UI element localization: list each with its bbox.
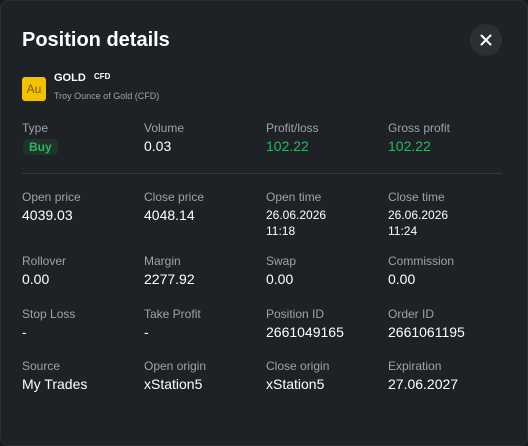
field-value: 0.03	[144, 138, 172, 154]
field-value: 11:18	[266, 224, 296, 238]
field-value: My Trades	[22, 376, 88, 392]
field-label: Commission	[388, 254, 455, 268]
close-button[interactable]	[470, 24, 502, 56]
field-label: Close price	[144, 190, 205, 204]
instrument-badge: CFD	[94, 72, 111, 81]
field-value: xStation5	[266, 376, 325, 392]
field-label: Gross profit	[388, 121, 451, 135]
divider	[22, 173, 502, 174]
field-label: Stop Loss	[22, 307, 76, 321]
field-value: 4048.14	[144, 207, 195, 223]
instrument-symbol: GOLD	[54, 72, 86, 84]
field-label: Close origin	[266, 359, 330, 373]
field-value: 2661049165	[266, 324, 344, 340]
field-label: Close time	[388, 190, 445, 204]
field-value: -	[22, 324, 27, 340]
field-value: 0.00	[22, 271, 50, 287]
field-value: 0.00	[266, 271, 294, 287]
title: Position details	[22, 29, 170, 51]
field-value: 26.06.2026	[388, 208, 449, 222]
field-label: Type	[22, 121, 49, 135]
field-label: Order ID	[388, 307, 435, 321]
field-label: Volume	[144, 121, 185, 135]
field-label: Take Profit	[144, 307, 201, 321]
field-value: 11:24	[388, 224, 418, 238]
field-label: Open origin	[144, 359, 207, 373]
field-label: Source	[22, 359, 61, 373]
instrument-description: Troy Ounce of Gold (CFD)	[54, 91, 160, 101]
field-value: xStation5	[144, 376, 203, 392]
field-label: Profit/loss	[266, 121, 319, 135]
field-value: 102.22	[388, 138, 431, 154]
field-value: 2661061195	[388, 324, 465, 340]
field-label: Swap	[266, 254, 297, 268]
field-value: 26.06.2026	[266, 208, 327, 222]
field-value: -	[144, 324, 149, 340]
field-label: Position ID	[266, 307, 325, 321]
field-value: 4039.03	[22, 207, 73, 223]
field-label: Open price	[22, 190, 81, 204]
field-label: Margin	[144, 254, 181, 268]
field-value: 102.22	[266, 138, 309, 154]
field-label: Open time	[266, 190, 322, 204]
field-label: Expiration	[388, 359, 442, 373]
field-value: 2277.92	[144, 271, 195, 287]
side-badge: Buy	[23, 139, 58, 155]
field-value: 0.00	[388, 271, 416, 287]
instrument-icon: Au	[22, 77, 46, 101]
field-value: 27.06.2027	[388, 376, 459, 392]
field-label: Rollover	[22, 254, 67, 268]
close-icon	[480, 34, 492, 46]
